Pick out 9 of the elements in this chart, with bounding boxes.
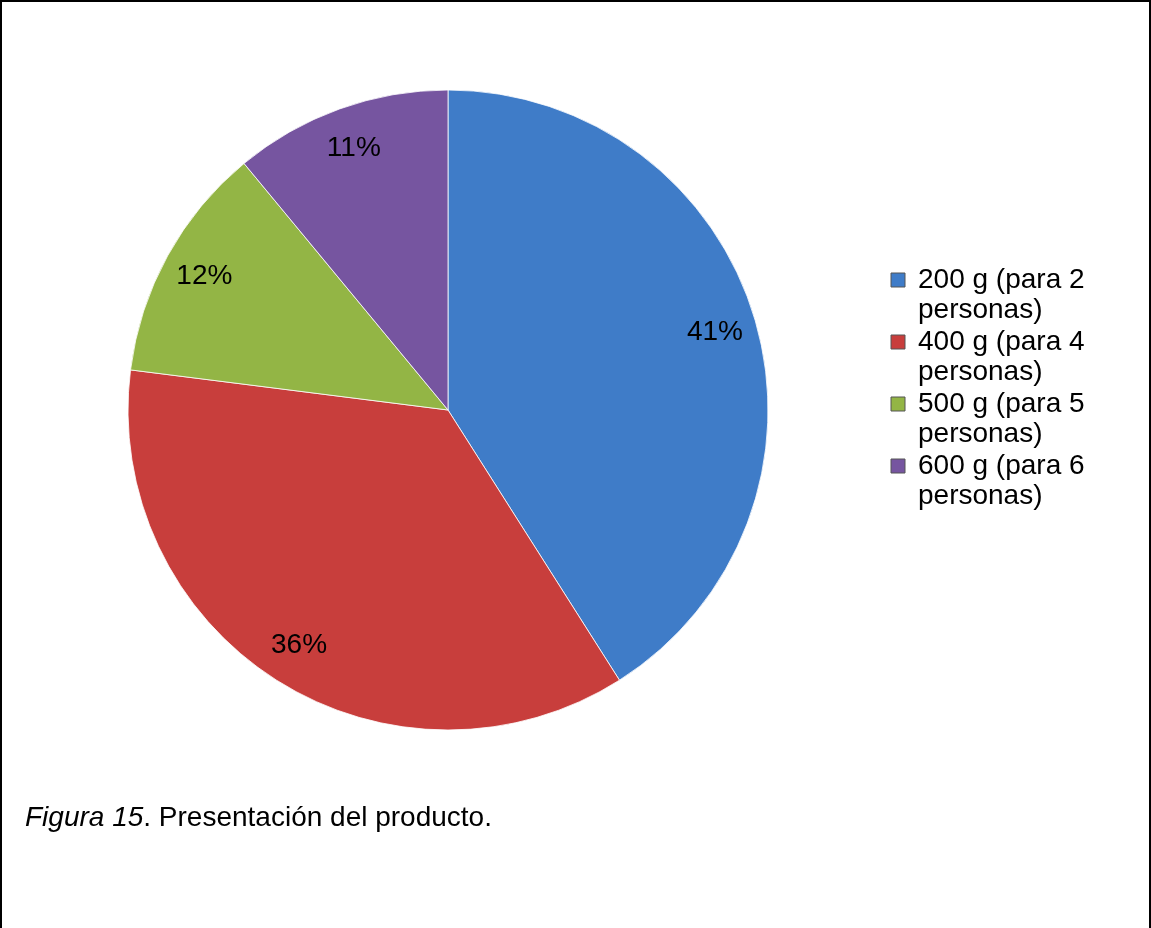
data-label: 36%: [271, 627, 328, 659]
legend-label: 400 g (para 4 personas): [918, 325, 1085, 386]
legend-label: 600 g (para 6 personas): [918, 449, 1085, 510]
text: Figura 15. Presentación del producto.: [25, 800, 492, 834]
data-label: 12%: [176, 259, 233, 291]
legend-label: 200 g (para 2 personas): [918, 263, 1085, 324]
legend-label: 500 g (para 5 personas): [918, 387, 1085, 448]
data-label: 11%: [326, 131, 381, 163]
data-label: 41%: [686, 315, 743, 347]
